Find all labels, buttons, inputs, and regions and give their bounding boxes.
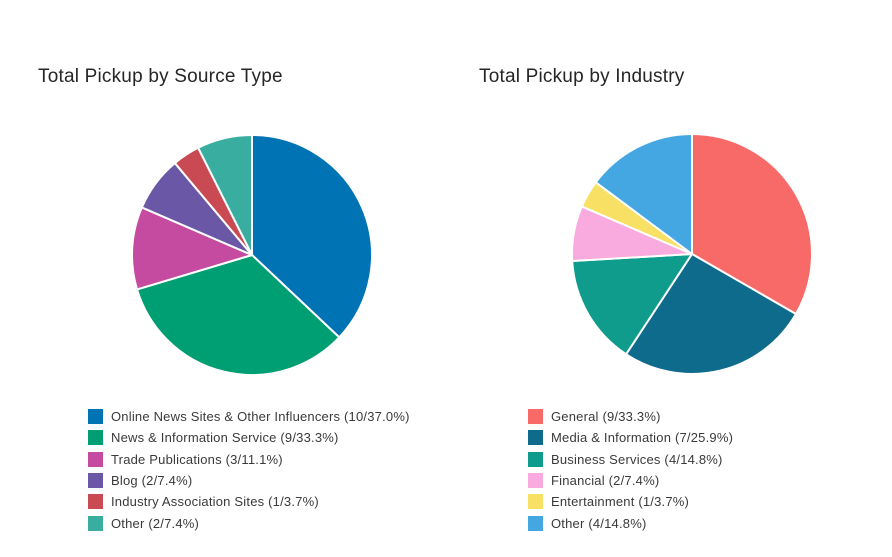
legend-swatch-news-information-service [88, 430, 103, 446]
legend-item-entertainment: Entertainment (1/3.7%) [528, 491, 733, 512]
legend-label-trade-publications: Trade Publications (3/11.1%) [111, 451, 283, 467]
legend-item-financial: Financial (2/7.4%) [528, 470, 733, 491]
pie-slice-other[interactable] [197, 134, 253, 256]
legend-swatch-trade-publications [88, 451, 103, 467]
legend-label-industry-association-sites: Industry Association Sites (1/3.7%) [111, 494, 319, 510]
legend-item-trade-publications: Trade Publications (3/11.1%) [88, 449, 410, 470]
pie-slice-business-services[interactable] [571, 253, 693, 356]
pie-slice-other[interactable] [594, 133, 693, 255]
legend-swatch-other [528, 515, 543, 531]
pie-slice-general[interactable] [691, 133, 813, 315]
legend-item-general: General (9/33.3%) [528, 406, 733, 427]
legend-label-business-services: Business Services (4/14.8%) [551, 451, 723, 467]
legend-swatch-blog [88, 473, 103, 489]
legend-swatch-media-information [528, 430, 543, 446]
legend-label-general: General (9/33.3%) [551, 409, 661, 425]
legend-label-online-news-sites-other-influencers: Online News Sites & Other Influencers (1… [111, 409, 410, 425]
pie-slice-online-news-sites-other-influencers[interactable] [251, 134, 373, 339]
legend-item-other: Other (2/7.4%) [88, 512, 410, 533]
legend-item-other: Other (4/14.8%) [528, 512, 733, 533]
legend-label-other: Other (2/7.4%) [111, 515, 200, 531]
chart-title-industry: Total Pickup by Industry [479, 66, 685, 87]
pie-slice-news-information-service[interactable] [136, 254, 341, 376]
legend-swatch-industry-association-sites [88, 494, 103, 510]
pie-chart-source-type [131, 134, 373, 376]
legend-swatch-financial [528, 473, 543, 489]
legend-swatch-business-services [528, 451, 543, 467]
pie-chart-industry [571, 133, 813, 375]
legend-label-media-information: Media & Information (7/25.9%) [551, 430, 734, 446]
legend-source-type: Online News Sites & Other Influencers (1… [88, 406, 410, 534]
pie-slice-trade-publications[interactable] [131, 206, 253, 291]
legend-swatch-online-news-sites-other-influencers [88, 409, 103, 425]
chart-title-source-type: Total Pickup by Source Type [38, 66, 283, 87]
legend-industry: General (9/33.3%) Media & Information (7/… [528, 406, 733, 534]
pie-slice-media-information[interactable] [625, 253, 797, 375]
legend-item-business-services: Business Services (4/14.8%) [528, 449, 733, 470]
legend-swatch-general [528, 409, 543, 425]
legend-swatch-entertainment [528, 494, 543, 510]
legend-swatch-other [88, 515, 103, 531]
legend-label-blog: Blog (2/7.4%) [111, 473, 193, 489]
legend-label-other: Other (4/14.8%) [551, 515, 647, 531]
legend-label-news-information-service: News & Information Service (9/33.3%) [111, 430, 339, 446]
legend-item-blog: Blog (2/7.4%) [88, 470, 410, 491]
legend-item-industry-association-sites: Industry Association Sites (1/3.7%) [88, 491, 410, 512]
legend-label-entertainment: Entertainment (1/3.7%) [551, 494, 690, 510]
legend-label-financial: Financial (2/7.4%) [551, 473, 660, 489]
legend-item-online-news-sites-other-influencers: Online News Sites & Other Influencers (1… [88, 406, 410, 427]
legend-item-media-information: Media & Information (7/25.9%) [528, 427, 733, 448]
legend-item-news-information-service: News & Information Service (9/33.3%) [88, 427, 410, 448]
